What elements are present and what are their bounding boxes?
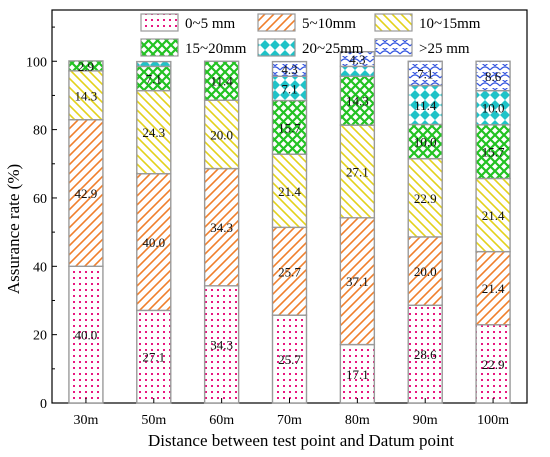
bar-segment — [475, 250, 511, 326]
data-label: 20.0 — [414, 264, 437, 279]
x-tick-label: 70m — [277, 413, 302, 428]
legend-label: 5~10mm — [302, 16, 356, 32]
x-axis: 30m 50m 60m 70m 80m 90m 100m — [73, 398, 509, 428]
data-label: 4.3 — [281, 62, 297, 77]
data-label: 15.7 — [278, 120, 301, 135]
bar-segment — [271, 314, 308, 404]
data-label: 4.3 — [349, 52, 365, 67]
legend-label: 15~20mm — [185, 41, 247, 57]
bar-segment — [68, 60, 104, 72]
bar-segment — [203, 60, 240, 101]
data-label: 20.0 — [210, 127, 233, 142]
x-tick-label: 80m — [345, 413, 370, 428]
x-tick-label: 30m — [73, 413, 98, 428]
bar-segment — [136, 89, 172, 175]
x-tick-label: 100m — [477, 413, 509, 428]
bars-group — [68, 50, 511, 404]
legend-swatch — [140, 13, 179, 32]
data-label: 42.9 — [75, 186, 98, 201]
bar-segment — [203, 285, 240, 404]
y-axis-label: Assurance rate (%) — [4, 164, 23, 294]
data-label: 14.3 — [346, 94, 369, 109]
data-label: 15.7 — [482, 145, 505, 160]
data-label: 10.0 — [482, 101, 505, 116]
bar-segment — [136, 60, 172, 68]
bar-segment — [271, 60, 308, 77]
data-label: 28.6 — [414, 347, 437, 362]
legend-label: >25 mm — [419, 41, 470, 57]
legend: 0~5 mm 5~10mm 10~15mm 15~20mm 20~25mm >25 mm — [140, 13, 481, 57]
legend-swatch — [140, 38, 179, 57]
bar-segment — [339, 65, 376, 77]
data-label: 22.9 — [414, 191, 437, 206]
data-label: 24.3 — [142, 125, 165, 140]
bar-segment — [68, 118, 104, 268]
data-label: 25.7 — [278, 352, 301, 367]
bar-segment — [407, 236, 443, 306]
data-label: 11.4 — [211, 74, 234, 89]
data-label: 34.3 — [210, 337, 233, 352]
data-label: 2.9 — [78, 59, 94, 74]
legend-label: 20~25mm — [302, 41, 364, 57]
bar-segment — [271, 226, 308, 316]
y-tick-label: 100 — [26, 55, 47, 70]
data-label: 7.1 — [417, 66, 433, 81]
y-tick-label: 40 — [33, 260, 47, 275]
bar-segment — [475, 177, 511, 253]
y-axis: 0 20 40 60 80 100 — [26, 26, 57, 412]
data-label: 37.1 — [346, 274, 369, 289]
legend-swatch — [257, 38, 296, 57]
bar-segment — [271, 99, 308, 155]
x-tick-label: 50m — [141, 413, 166, 428]
segment-labels-group: 40.0 42.9 14.3 2.9 27.1 40.0 24.3 7.1 34.3 34.3 20… — [75, 52, 505, 382]
data-label: 34.3 — [210, 220, 233, 235]
y-tick-label: 0 — [40, 397, 47, 412]
data-label: 40.0 — [142, 235, 165, 250]
data-label: 40.0 — [75, 328, 98, 343]
data-label: 14.3 — [75, 88, 98, 103]
plot-area: 40.0 42.9 14.3 2.9 27.1 40.0 24.3 7.1 34.3 34.3 20… — [26, 9, 528, 428]
x-tick-label: 90m — [413, 413, 438, 428]
y-tick-label: 20 — [33, 329, 47, 344]
bar-segment — [407, 60, 443, 87]
data-label: 7.1 — [146, 72, 162, 87]
legend-swatch — [374, 38, 413, 57]
bar-segment — [475, 60, 511, 92]
data-label: 7.1 — [281, 81, 297, 96]
data-label: 17.1 — [346, 367, 369, 382]
legend-label: 0~5 mm — [185, 16, 236, 32]
bar-segment — [339, 50, 376, 68]
data-label: 27.1 — [346, 164, 369, 179]
bar-segment — [407, 84, 443, 126]
legend-label: 10~15mm — [419, 16, 481, 32]
data-label: 10.0 — [414, 135, 437, 150]
data-label: 11.4 — [414, 98, 437, 113]
data-label: 21.4 — [482, 208, 505, 223]
y-tick-label: 80 — [33, 124, 47, 139]
bar-segment — [271, 75, 308, 102]
bar-segment — [339, 124, 376, 219]
data-label: 21.4 — [278, 184, 301, 199]
bar-segment — [136, 65, 172, 92]
data-label: 21.4 — [482, 281, 505, 296]
x-axis-label: Distance between test point and Datum po… — [148, 431, 454, 450]
y-tick-label: 60 — [33, 192, 47, 207]
legend-swatch — [374, 13, 413, 32]
data-label: 25.7 — [278, 264, 301, 279]
data-label: 27.1 — [142, 350, 165, 365]
bar-segment — [475, 89, 511, 126]
legend-swatch — [257, 13, 296, 32]
data-label: 22.9 — [482, 357, 505, 372]
data-label: 8.6 — [485, 69, 502, 84]
x-tick-label: 60m — [209, 413, 234, 428]
bar-segment — [475, 324, 511, 404]
bar-segment — [407, 304, 443, 404]
bar-segment — [203, 167, 240, 287]
